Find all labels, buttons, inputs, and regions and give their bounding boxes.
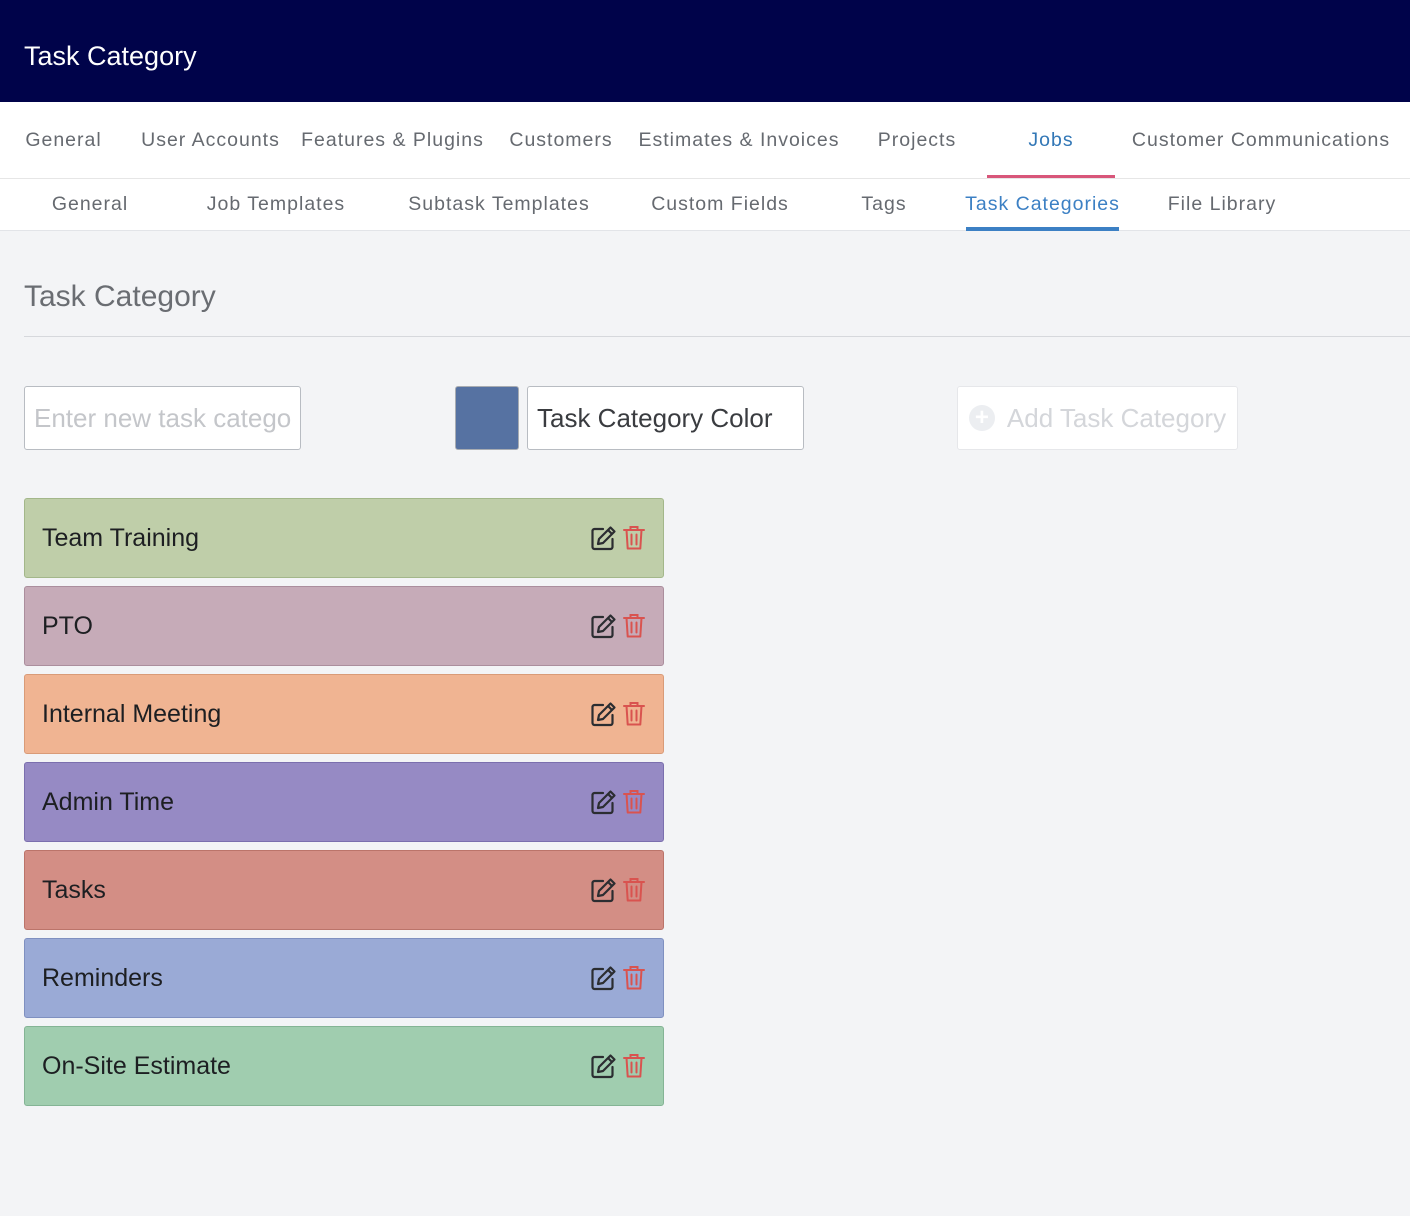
sub-tab-custom-fields[interactable]: Custom Fields (651, 193, 789, 215)
category-name: PTO (42, 611, 93, 640)
category-name: Internal Meeting (42, 699, 222, 728)
sub-tab-task-categories[interactable]: Task Categories (965, 179, 1119, 231)
category-row: PTO (24, 586, 664, 666)
main-tab-projects[interactable]: Projects (877, 128, 957, 151)
trash-icon[interactable] (622, 612, 646, 640)
add-task-category-label: Add Task Category (1006, 402, 1227, 433)
edit-icon[interactable] (589, 788, 619, 816)
category-name: Reminders (42, 963, 163, 992)
app-header: Task Category (0, 0, 1410, 102)
edit-icon[interactable] (589, 700, 619, 728)
sub-tab-tags[interactable]: Tags (861, 193, 907, 215)
category-row: Reminders (24, 938, 664, 1018)
category-row: Internal Meeting (24, 674, 664, 754)
main-tab-customer-communications[interactable]: Customer Communications (1131, 128, 1391, 151)
category-name: Admin Time (42, 787, 174, 816)
heading-divider (24, 336, 1410, 337)
edit-icon[interactable] (589, 612, 619, 640)
sub-tab-subtask-templates[interactable]: Subtask Templates (408, 193, 590, 215)
trash-icon[interactable] (622, 964, 646, 992)
trash-icon[interactable] (622, 788, 646, 816)
plus-circle-icon: + (968, 405, 995, 431)
category-row: Tasks (24, 850, 664, 930)
sub-tab-job-templates[interactable]: Job Templates (206, 193, 346, 215)
edit-icon[interactable] (589, 524, 619, 552)
edit-icon[interactable] (589, 964, 619, 992)
task-category-name-input[interactable] (24, 386, 301, 450)
sub-tab-general[interactable]: General (51, 193, 129, 215)
page-title: Task Category (24, 280, 216, 313)
category-name: Team Training (42, 523, 200, 552)
edit-icon[interactable] (589, 1052, 619, 1080)
main-tab-estimates-invoices[interactable]: Estimates & Invoices (638, 128, 840, 151)
category-name: Tasks (42, 875, 106, 904)
main-tab-jobs[interactable]: Jobs (987, 102, 1115, 178)
add-task-category-button[interactable]: + Add Task Category (957, 386, 1238, 450)
trash-icon[interactable] (622, 524, 646, 552)
edit-icon[interactable] (589, 876, 619, 904)
trash-icon[interactable] (622, 700, 646, 728)
main-tab-user-accounts[interactable]: User Accounts (141, 128, 280, 151)
trash-icon[interactable] (622, 1052, 646, 1080)
category-row: Team Training (24, 498, 664, 578)
main-tab-general[interactable]: General (25, 128, 102, 151)
main-tab-customers[interactable]: Customers (509, 128, 613, 151)
trash-icon[interactable] (622, 876, 646, 904)
category-row: On-Site Estimate (24, 1026, 664, 1106)
color-swatch[interactable] (455, 386, 519, 450)
sub-tab-file-library[interactable]: File Library (1167, 193, 1277, 215)
sub-nav: General Job Templates Subtask Templates … (0, 179, 1410, 231)
category-name: On-Site Estimate (42, 1051, 231, 1080)
task-category-color-input[interactable] (527, 386, 804, 450)
category-row: Admin Time (24, 762, 664, 842)
main-tab-features-plugins[interactable]: Features & Plugins (301, 128, 484, 151)
main-nav: General User Accounts Features & Plugins… (0, 102, 1410, 179)
header-title: Task Category (24, 41, 197, 71)
